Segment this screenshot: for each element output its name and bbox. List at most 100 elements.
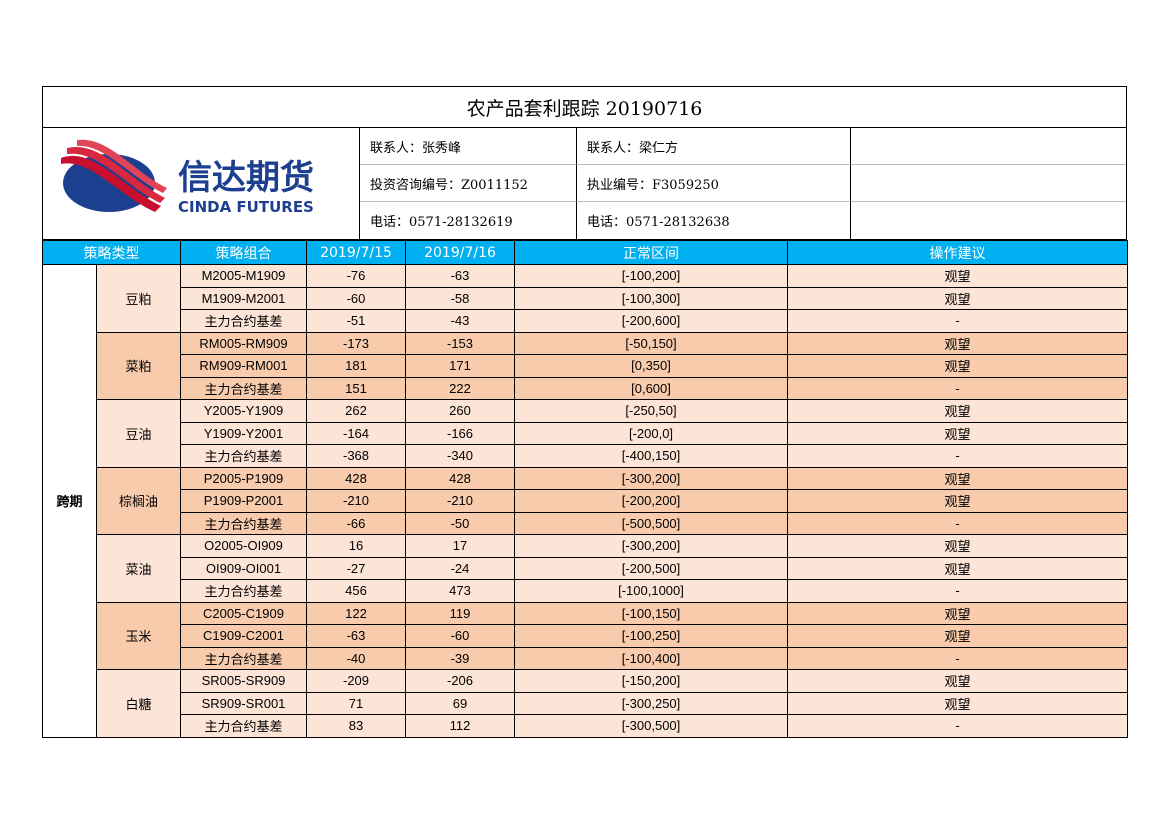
- contact-cell: [851, 165, 1126, 202]
- value-0715-cell: 428: [306, 466, 406, 490]
- combo-cell: M2005-M1909: [180, 264, 307, 288]
- advice-cell: -: [787, 714, 1128, 738]
- contact-cell: 执业编号：F3059250: [577, 165, 851, 202]
- advice-cell: 观望: [787, 489, 1128, 513]
- logo-en-text: CINDA FUTURES: [178, 198, 314, 216]
- table-header-row: 策略类型 策略组合 2019/7/15 2019/7/16 正常区间 操作建议: [42, 240, 1128, 265]
- range-cell: [-400,150]: [514, 444, 788, 468]
- combo-cell: 主力合约基差: [180, 376, 307, 400]
- range-cell: [-200,0]: [514, 421, 788, 445]
- value-0715-cell: -209: [306, 669, 406, 693]
- value-0715-cell: -60: [306, 286, 406, 310]
- combo-cell: P2005-P1909: [180, 466, 307, 490]
- combo-cell: RM909-RM001: [180, 354, 307, 378]
- product-cell: 玉米: [96, 601, 181, 670]
- combo-cell: P1909-P2001: [180, 489, 307, 513]
- table-row: 豆油 Y2005-Y1909 262 260 [-250,50] 观望: [43, 399, 1128, 468]
- contact-cell: 电话：0571-28132638: [577, 202, 851, 239]
- combo-cell: C1909-C2001: [180, 624, 307, 648]
- value-0716-cell: 428: [405, 466, 515, 490]
- value-0715-cell: 83: [306, 714, 406, 738]
- advice-cell: -: [787, 444, 1128, 468]
- advice-cell: -: [787, 646, 1128, 670]
- contact-cell: [851, 128, 1126, 165]
- combo-cell: M1909-M2001: [180, 286, 307, 310]
- table-row: 主力合约基差 -66 -50 [-500,500] -: [43, 511, 1128, 535]
- combo-cell: 主力合约基差: [180, 714, 307, 738]
- range-cell: [-200,200]: [514, 489, 788, 513]
- value-0715-cell: 16: [306, 534, 406, 558]
- value-0716-cell: 119: [405, 601, 515, 625]
- range-cell: [-50,150]: [514, 331, 788, 355]
- advice-cell: 观望: [787, 556, 1128, 580]
- table-row: SR909-SR001 71 69 [-300,250] 观望: [43, 691, 1128, 715]
- table-row: OI909-OI001 -27 -24 [-200,500] 观望: [43, 556, 1128, 580]
- table-row: 主力合约基差 -40 -39 [-100,400] -: [43, 646, 1128, 670]
- value-0716-cell: 260: [405, 399, 515, 423]
- table-row: 主力合约基差 -51 -43 [-200,600] -: [43, 309, 1128, 333]
- combo-cell: 主力合约基差: [180, 646, 307, 670]
- strategy-type-cell: 跨期: [42, 264, 97, 738]
- advice-cell: 观望: [787, 669, 1128, 693]
- advice-cell: -: [787, 376, 1128, 400]
- contact-cell: 电话：0571-28132619: [360, 202, 577, 239]
- report-title: 农产品套利跟踪 20190716: [42, 86, 1127, 128]
- value-0716-cell: -166: [405, 421, 515, 445]
- table-row: 白糖 SR005-SR909 -209 -206 [-150,200] 观望: [43, 669, 1128, 738]
- range-cell: [-100,400]: [514, 646, 788, 670]
- advice-cell: 观望: [787, 601, 1128, 625]
- advice-cell: 观望: [787, 331, 1128, 355]
- advice-cell: 观望: [787, 534, 1128, 558]
- combo-cell: SR005-SR909: [180, 669, 307, 693]
- value-0716-cell: -60: [405, 624, 515, 648]
- product-cell: 菜油: [96, 534, 181, 603]
- combo-cell: 主力合约基差: [180, 444, 307, 468]
- contact-cell: [851, 202, 1126, 239]
- value-0716-cell: -63: [405, 264, 515, 288]
- table-row: RM909-RM001 181 171 [0,350] 观望: [43, 354, 1128, 378]
- range-cell: [-100,200]: [514, 264, 788, 288]
- range-cell: [-200,500]: [514, 556, 788, 580]
- table-row: 主力合约基差 151 222 [0,600] -: [43, 376, 1128, 400]
- range-cell: [-300,200]: [514, 534, 788, 558]
- advice-cell: 观望: [787, 286, 1128, 310]
- table-row: 菜油 O2005-OI909 16 17 [-300,200] 观望: [43, 534, 1128, 603]
- product-cell: 菜粕: [96, 331, 181, 400]
- header-normal-range: 正常区间: [514, 240, 788, 265]
- product-cell: 白糖: [96, 669, 181, 738]
- advice-cell: -: [787, 309, 1128, 333]
- table-row: 跨期 豆粕 M2005-M1909 -76 -63 [-100,200] 观望: [42, 264, 1128, 738]
- table-row: 主力合约基差 456 473 [-100,1000] -: [43, 579, 1128, 603]
- value-0716-cell: 17: [405, 534, 515, 558]
- range-cell: [-300,200]: [514, 466, 788, 490]
- range-cell: [-100,300]: [514, 286, 788, 310]
- value-0716-cell: -210: [405, 489, 515, 513]
- value-0716-cell: 171: [405, 354, 515, 378]
- value-0716-cell: 222: [405, 376, 515, 400]
- value-0715-cell: 456: [306, 579, 406, 603]
- advice-cell: -: [787, 579, 1128, 603]
- value-0716-cell: -24: [405, 556, 515, 580]
- value-0715-cell: -27: [306, 556, 406, 580]
- contact-cell: 联系人：梁仁方: [577, 128, 851, 165]
- logo-emblem-icon: 信达期货 CINDA FUTURES: [61, 139, 314, 216]
- value-0715-cell: -164: [306, 421, 406, 445]
- value-0716-cell: -39: [405, 646, 515, 670]
- combo-cell: Y1909-Y2001: [180, 421, 307, 445]
- header-date-2: 2019/7/16: [405, 240, 515, 265]
- advice-cell: -: [787, 511, 1128, 535]
- header-block: 信达期货 CINDA FUTURES 联系人：张秀峰 联系人：梁仁方 投资咨询编…: [42, 128, 1127, 240]
- advice-cell: 观望: [787, 421, 1128, 445]
- value-0715-cell: 262: [306, 399, 406, 423]
- contact-grid: 联系人：张秀峰 联系人：梁仁方 投资咨询编号：Z0011152 执业编号：F30…: [360, 128, 1126, 239]
- range-cell: [0,600]: [514, 376, 788, 400]
- table-row: 玉米 C2005-C1909 122 119 [-100,150] 观望: [43, 601, 1128, 670]
- table-row: 棕榈油 P2005-P1909 428 428 [-300,200] 观望: [43, 466, 1128, 535]
- value-0716-cell: -153: [405, 331, 515, 355]
- range-cell: [-100,150]: [514, 601, 788, 625]
- advice-cell: 观望: [787, 691, 1128, 715]
- value-0716-cell: -340: [405, 444, 515, 468]
- value-0715-cell: -368: [306, 444, 406, 468]
- combo-cell: O2005-OI909: [180, 534, 307, 558]
- value-0715-cell: -63: [306, 624, 406, 648]
